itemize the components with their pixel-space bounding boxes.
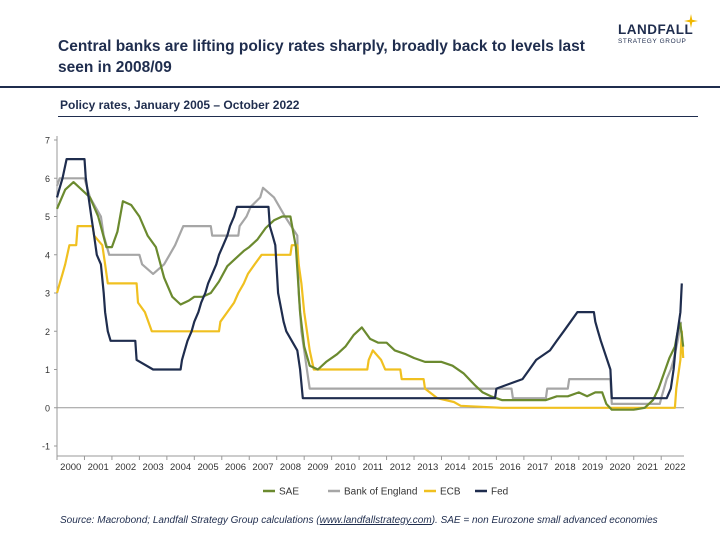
y-tick-label: 0: [45, 403, 50, 413]
x-tick-label: 2016: [500, 462, 521, 473]
legend-label-fed: Fed: [491, 487, 508, 498]
source-suffix: ). SAE = non Eurozone small advanced eco…: [431, 515, 658, 526]
x-tick-label: 2012: [390, 462, 411, 473]
y-tick-label: 4: [45, 250, 50, 260]
legend-label-boe: Bank of England: [344, 487, 417, 498]
x-tick-label: 2010: [335, 462, 356, 473]
x-tick-label: 2015: [472, 462, 493, 473]
title-divider: [0, 86, 720, 88]
series-line-ecb: [55, 225, 685, 409]
source-link[interactable]: www.landfallstrategy.com: [319, 515, 432, 526]
legend-label-sae: SAE: [279, 487, 299, 498]
x-tick-label: 2018: [555, 462, 576, 473]
x-tick-label: 2014: [445, 462, 466, 473]
chart-subtitle: Policy rates, January 2005 – October 202…: [60, 98, 300, 112]
x-tick-label: 2021: [637, 462, 658, 473]
x-tick-label: 2022: [664, 462, 685, 473]
x-tick-label: 2020: [609, 462, 630, 473]
x-tick-label: 2006: [225, 462, 246, 473]
y-tick-label: 1: [45, 365, 50, 375]
source-prefix: Source: Macrobond; Landfall Strategy Gro…: [60, 515, 320, 526]
y-tick-label: 2: [45, 327, 50, 337]
landfall-logo: LANDFALL STRATEGY GROUP: [618, 14, 700, 45]
x-tick-label: 2004: [170, 462, 191, 473]
x-tick-label: 2003: [143, 462, 164, 473]
logo-name: LANDFALL: [618, 22, 694, 37]
x-tick-label: 2009: [307, 462, 328, 473]
series-line-boe: [55, 177, 683, 405]
x-tick-label: 2000: [60, 462, 81, 473]
x-tick-label: 2005: [197, 462, 218, 473]
subtitle-divider: [58, 116, 698, 117]
star-icon: [684, 14, 698, 28]
x-tick-label: 2017: [527, 462, 548, 473]
x-tick-label: 2007: [252, 462, 273, 473]
x-tick-label: 2011: [363, 462, 383, 473]
x-tick-label: 2008: [280, 462, 301, 473]
series-line-sae: [55, 181, 685, 411]
y-tick-label: 7: [45, 136, 50, 146]
y-tick-label: 3: [45, 289, 50, 299]
x-tick-label: 2001: [88, 462, 109, 473]
chart-title: Central banks are lifting policy rates s…: [58, 38, 585, 76]
y-tick-label: 5: [45, 212, 50, 222]
logo-tagline: STRATEGY GROUP: [618, 38, 687, 45]
series-line-fed: [55, 158, 683, 400]
x-tick-label: 2019: [582, 462, 603, 473]
y-tick-label: 6: [45, 174, 50, 184]
legend-label-ecb: ECB: [440, 487, 461, 498]
source-note: Source: Macrobond; Landfall Strategy Gro…: [60, 515, 716, 526]
x-tick-label: 2013: [417, 462, 438, 473]
y-tick-label: -1: [42, 442, 50, 452]
x-tick-label: 2002: [115, 462, 136, 473]
